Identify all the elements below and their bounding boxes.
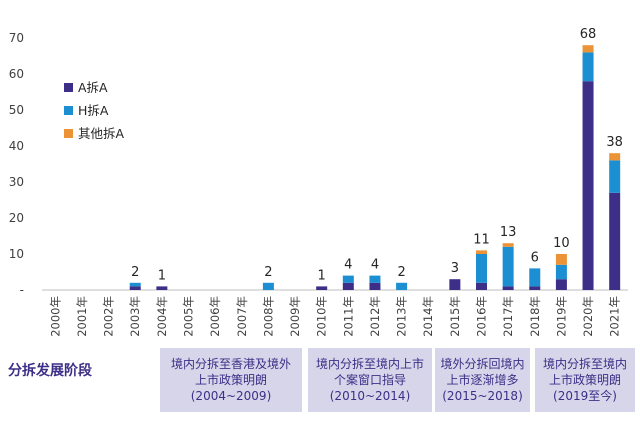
bar-segment-1 <box>476 282 487 290</box>
bar-segment-3 <box>476 250 487 254</box>
legend-swatch-2 <box>64 106 73 115</box>
bar-segment-3 <box>582 45 594 53</box>
bar-segment-3 <box>609 153 621 161</box>
x-tick-label: 2003年 <box>128 296 142 337</box>
bar-segment-1 <box>609 192 621 290</box>
x-tick-label: 2011年 <box>341 296 355 337</box>
bar-segment-2 <box>555 264 567 280</box>
stage-1-line2: 上市政策明朗 <box>194 373 267 387</box>
bar-total-label: 1 <box>158 268 166 283</box>
bar-segment-2 <box>582 52 594 82</box>
y-tick-label: 50 <box>9 103 24 117</box>
legend-label-3: 其他拆A <box>78 126 125 141</box>
y-tick-label: 30 <box>9 175 24 189</box>
x-tick-label: 2017年 <box>501 296 515 337</box>
bar-segment-1 <box>156 286 168 290</box>
legend-swatch-3 <box>64 129 73 138</box>
bar-segment-2 <box>502 246 514 287</box>
x-tick-label: 2020年 <box>581 296 595 337</box>
bar-segment-2 <box>129 282 141 287</box>
x-tick-label: 2018年 <box>528 296 542 337</box>
x-tick-label: 2012年 <box>368 296 382 337</box>
stage-1-line3: (2004~2009) <box>190 389 272 403</box>
stage-4-line3: (2019至今) <box>553 389 617 403</box>
stage-2-line1: 境内分拆至境内上市 <box>315 357 424 371</box>
bar-total-label: 2 <box>131 265 139 280</box>
bar-total-label: 13 <box>500 225 517 240</box>
x-tick-label: 2007年 <box>235 296 249 337</box>
x-tick-label: 2006年 <box>208 296 222 337</box>
bar-segment-1 <box>129 286 141 290</box>
x-tick-label: 2005年 <box>182 296 196 337</box>
bar-segment-2 <box>396 282 408 290</box>
x-tick-label: 2021年 <box>608 296 622 337</box>
x-tick-label: 2014年 <box>421 296 435 337</box>
stage-box-3: 境外分拆回境内 上市逐渐增多 (2015~2018) <box>435 348 530 412</box>
bar-segment-2 <box>369 275 381 283</box>
x-tick-label: 2013年 <box>395 296 409 337</box>
bar-segment-2 <box>476 254 487 283</box>
x-tick-label: 2002年 <box>102 296 116 337</box>
bar-segment-1 <box>342 282 354 290</box>
legend-label-2: H拆A <box>78 103 109 118</box>
y-tick-label: 40 <box>9 139 24 153</box>
bar-total-label: 6 <box>531 250 539 265</box>
bar-segment-1 <box>529 286 541 290</box>
stage-box-4: 境内分拆至境内 上市政策明朗 (2019至今) <box>535 348 635 412</box>
legend-swatch-1 <box>64 83 73 92</box>
bar-total-label: 2 <box>264 265 272 280</box>
bar-segment-3 <box>502 243 514 247</box>
bar-segment-1 <box>502 286 514 290</box>
bar-total-label: 3 <box>451 261 459 276</box>
bar-segment-2 <box>529 268 541 287</box>
stage-4-line1: 境内分拆至境内 <box>542 357 627 371</box>
stage-3-line3: (2015~2018) <box>442 389 523 403</box>
bar-segment-2 <box>342 275 354 283</box>
stage-box-1: 境内分拆至香港及境外 上市政策明朗 (2004~2009) <box>160 348 302 412</box>
bar-segment-2 <box>609 160 621 193</box>
bar-total-label: 4 <box>371 258 379 273</box>
x-tick-label: 2016年 <box>475 296 489 337</box>
stage-2-line2: 个案窗口指导 <box>333 373 406 387</box>
x-tick-label: 2019年 <box>554 296 568 337</box>
x-tick-label: 2000年 <box>48 296 62 337</box>
y-tick-label: 10 <box>9 247 24 261</box>
y-tick-label: 20 <box>9 211 24 225</box>
bar-segment-3 <box>555 254 567 265</box>
bar-total-label: 1 <box>318 268 326 283</box>
x-tick-label: 2009年 <box>288 296 302 337</box>
stage-3-line1: 境外分拆回境内 <box>440 357 525 371</box>
x-tick-label: 2010年 <box>315 296 329 337</box>
bar-total-label: 10 <box>553 236 570 251</box>
bar-total-label: 4 <box>344 258 352 273</box>
bar-segment-1 <box>582 81 594 290</box>
bar-total-label: 38 <box>606 135 623 150</box>
x-tick-label: 2008年 <box>261 296 275 337</box>
x-tick-label: 2001年 <box>75 296 89 337</box>
stage-4-line2: 上市政策明朗 <box>548 373 621 387</box>
stage-1-line1: 境内分拆至香港及境外 <box>170 357 291 371</box>
bar-total-label: 11 <box>473 232 490 247</box>
x-tick-label: 2004年 <box>155 296 169 337</box>
bar-total-label: 2 <box>397 265 405 280</box>
legend-label-1: A拆A <box>78 80 108 95</box>
bar-segment-1 <box>369 282 381 290</box>
stage-3-line2: 上市逐渐增多 <box>446 373 519 387</box>
stage-2-line3: (2010~2014) <box>329 389 411 403</box>
bar-segment-1 <box>555 279 567 290</box>
x-tick-label: 2015年 <box>448 296 462 337</box>
bar-total-label: 68 <box>580 27 597 42</box>
bar-segment-1 <box>316 286 328 290</box>
stage-box-2: 境内分拆至境内上市 个案窗口指导 (2010~2014) <box>308 348 432 412</box>
stage-section-label: 分拆发展阶段 <box>8 363 92 379</box>
y-tick-label: 70 <box>9 31 24 45</box>
bar-segment-2 <box>262 282 274 290</box>
bar-segment-1 <box>449 279 461 290</box>
y-tick-label: 60 <box>9 67 24 81</box>
y-tick-label: - <box>20 283 24 297</box>
